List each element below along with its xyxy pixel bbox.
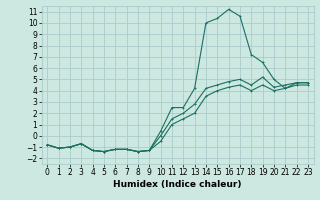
X-axis label: Humidex (Indice chaleur): Humidex (Indice chaleur) — [113, 180, 242, 189]
